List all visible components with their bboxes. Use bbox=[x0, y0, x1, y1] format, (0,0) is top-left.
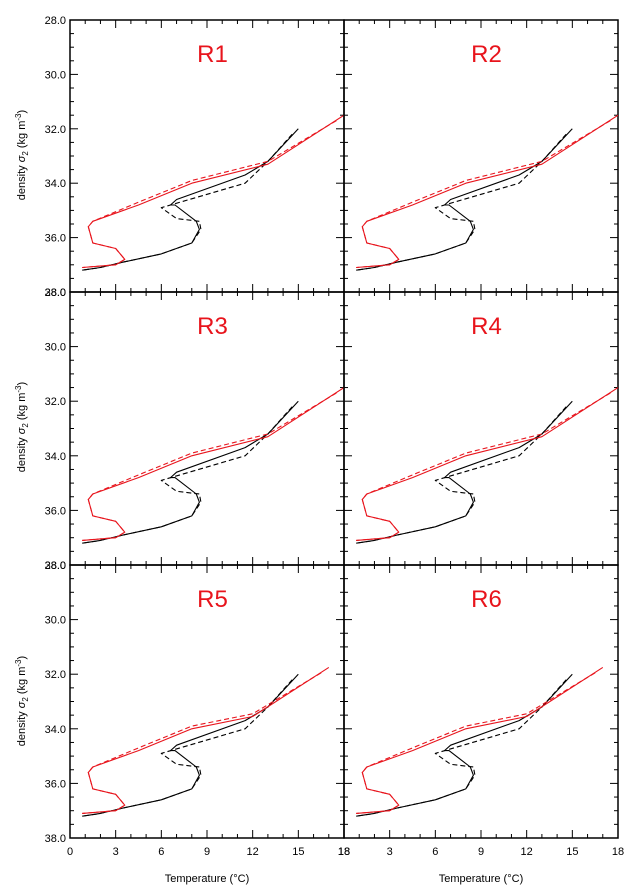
y-tick-label: 28.0 bbox=[45, 15, 66, 27]
x-tick-label: 0 bbox=[67, 846, 73, 858]
y-tick-label: 30.0 bbox=[45, 342, 66, 354]
panel-title: R5 bbox=[197, 586, 228, 613]
y-tick-label: 38.0 bbox=[45, 833, 66, 845]
series-black-solid bbox=[82, 673, 299, 817]
panel-r2: R2 bbox=[343, 19, 619, 293]
panel-title: R1 bbox=[197, 41, 228, 68]
panel-title: R2 bbox=[471, 41, 502, 68]
y-tick-label: 28.0 bbox=[45, 560, 66, 572]
x-tick-label: 12 bbox=[247, 846, 259, 858]
x-tick-label: 15 bbox=[292, 846, 304, 858]
series-red-solid bbox=[82, 387, 344, 541]
y-tick-label: 36.0 bbox=[45, 505, 66, 517]
series-red-solid bbox=[356, 666, 604, 814]
panel-series bbox=[82, 114, 344, 271]
y-tick-label: 32.0 bbox=[45, 669, 66, 681]
panels-layer: 28.0 30.0 32.0 34.0 36.0 38.0 R1 R2 28.0 30.0 32.0… bbox=[45, 15, 625, 858]
series-red-solid bbox=[82, 114, 344, 269]
panel-r4: R4 bbox=[343, 291, 619, 566]
panel-title: R4 bbox=[471, 313, 502, 340]
series-black-dashed bbox=[82, 406, 293, 544]
series-black-solid bbox=[82, 400, 299, 544]
y-tick-label: 30.0 bbox=[45, 615, 66, 627]
panel-series bbox=[82, 666, 330, 817]
y-axis-label-row-1: density σ2 (kg m-3) bbox=[14, 110, 30, 200]
series-red-solid bbox=[356, 114, 618, 269]
panel-title: R6 bbox=[471, 586, 502, 613]
x-axis-label-right: Temperature (°C) bbox=[439, 873, 523, 885]
y-tick-label: 30.0 bbox=[45, 69, 66, 81]
y-tick-label: 36.0 bbox=[45, 233, 66, 245]
y-tick-label: 28.0 bbox=[45, 287, 66, 299]
y-tick-label: 34.0 bbox=[45, 451, 66, 463]
series-red-dashed bbox=[356, 672, 596, 814]
x-tick-label: 9 bbox=[478, 846, 484, 858]
panel-r6: 18 3 6 9 12 15 18 R6 bbox=[338, 564, 624, 858]
x-tick-label: 3 bbox=[387, 846, 393, 858]
x-tick-label: 9 bbox=[204, 846, 210, 858]
panel-series bbox=[356, 387, 618, 544]
x-tick-label: 6 bbox=[432, 846, 438, 858]
series-black-solid bbox=[356, 128, 573, 271]
series-red-dashed bbox=[82, 672, 322, 814]
panel-r1: 28.0 30.0 32.0 34.0 36.0 38.0 R1 bbox=[45, 15, 345, 299]
panel-r3: 28.0 30.0 32.0 34.0 36.0 38.0 R3 bbox=[45, 287, 345, 572]
y-tick-label: 38.0 bbox=[45, 560, 66, 572]
y-tick-label: 32.0 bbox=[45, 396, 66, 408]
x-axis-label-left: Temperature (°C) bbox=[165, 873, 249, 885]
y-axis-label-row-3: density σ2 (kg m-3) bbox=[14, 656, 30, 746]
y-axis-label-row-2: density σ2 (kg m-3) bbox=[14, 382, 30, 472]
panel-series bbox=[82, 387, 344, 544]
panel-series bbox=[356, 666, 604, 817]
series-red-solid bbox=[356, 387, 618, 541]
series-black-dashed bbox=[356, 679, 567, 817]
x-tick-label: 3 bbox=[113, 846, 119, 858]
series-black-dashed bbox=[356, 133, 567, 271]
x-tick-label: 18 bbox=[338, 846, 350, 858]
y-tick-label: 36.0 bbox=[45, 778, 66, 790]
y-tick-label: 32.0 bbox=[45, 124, 66, 136]
y-tick-label: 34.0 bbox=[45, 724, 66, 736]
labels-layer: Temperature (°C) Temperature (°C) densit… bbox=[14, 110, 523, 885]
series-black-dashed bbox=[82, 133, 293, 271]
series-red-solid bbox=[82, 666, 330, 814]
series-black-dashed bbox=[82, 679, 293, 817]
y-tick-label: 34.0 bbox=[45, 178, 66, 190]
series-black-solid bbox=[356, 400, 573, 544]
x-tick-label: 18 bbox=[338, 846, 350, 858]
series-black-solid bbox=[82, 128, 299, 271]
panel-title: R3 bbox=[197, 313, 228, 340]
y-tick-label: 38.0 bbox=[45, 287, 66, 299]
x-tick-label: 6 bbox=[158, 846, 164, 858]
series-black-solid bbox=[356, 673, 573, 817]
x-tick-label: 15 bbox=[566, 846, 578, 858]
x-tick-label: 12 bbox=[521, 846, 533, 858]
panel-series bbox=[356, 114, 618, 271]
x-tick-label: 18 bbox=[612, 846, 624, 858]
series-black-dashed bbox=[356, 406, 567, 544]
